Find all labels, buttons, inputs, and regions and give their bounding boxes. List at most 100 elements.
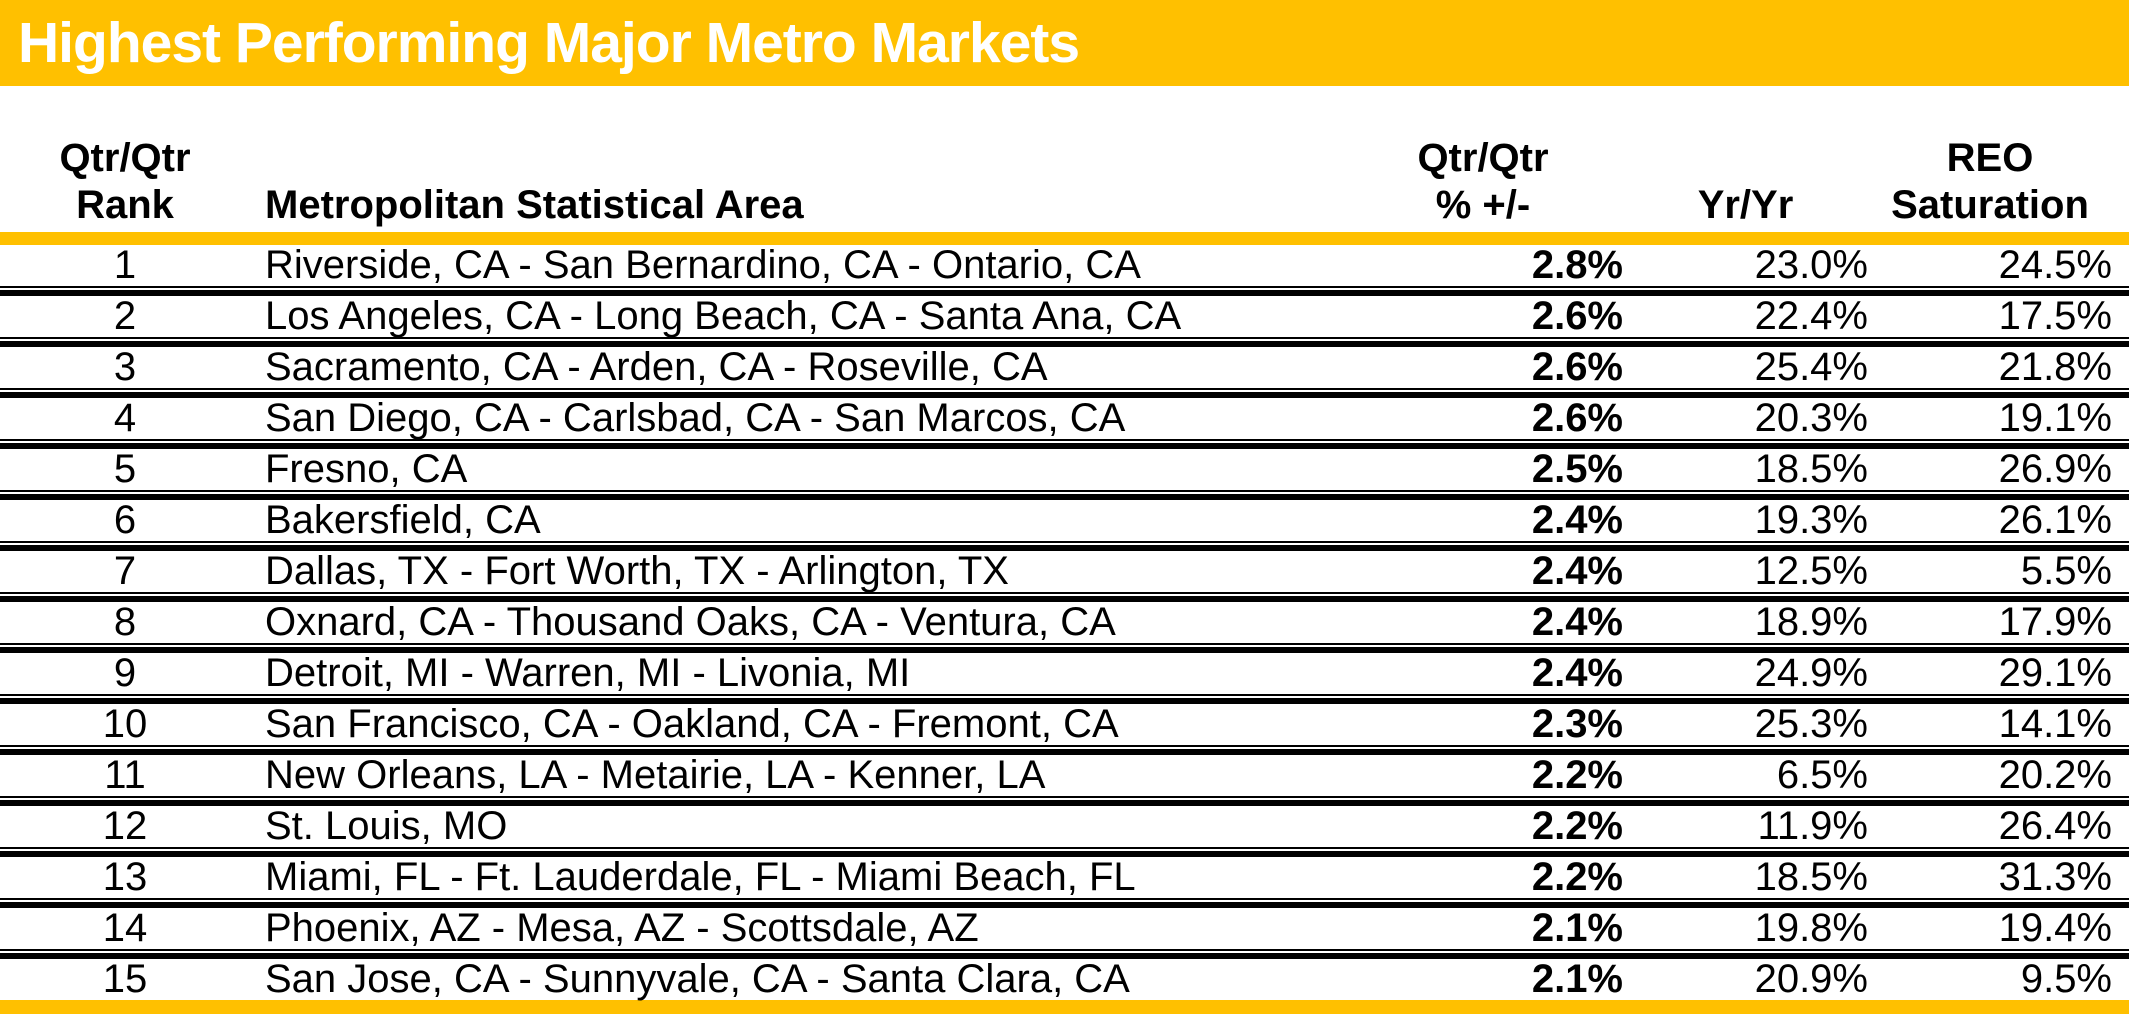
cell-msa: Detroit, MI - Warren, MI - Livonia, MI [265, 651, 911, 695]
table-bottom-bar [0, 1000, 2129, 1014]
column-header-reo-saturation: REO Saturation [1891, 136, 2089, 227]
cell-reo: 26.1% [1998, 498, 2112, 542]
cell-qtr: 2.6% [1531, 345, 1623, 389]
row-separator [0, 286, 2129, 296]
cell-msa: Oxnard, CA - Thousand Oaks, CA - Ventura… [265, 600, 1116, 644]
table-row: 15 San Jose, CA - Sunnyvale, CA - Santa … [0, 959, 2129, 1000]
column-header-msa: Metropolitan Statistical Area [265, 183, 804, 227]
cell-msa: Miami, FL - Ft. Lauderdale, FL - Miami B… [265, 855, 1136, 899]
cell-yr: 6.5% [1776, 753, 1868, 797]
cell-rank: 3 [113, 345, 137, 389]
table-row: 14 Phoenix, AZ - Mesa, AZ - Scottsdale, … [0, 908, 2129, 949]
row-separator [0, 337, 2129, 347]
cell-msa: Sacramento, CA - Arden, CA - Roseville, … [265, 345, 1048, 389]
cell-yr: 20.3% [1754, 396, 1868, 440]
cell-reo: 9.5% [2020, 957, 2112, 1001]
cell-qtr: 2.6% [1531, 396, 1623, 440]
table-row: 2 Los Angeles, CA - Long Beach, CA - San… [0, 296, 2129, 337]
cell-qtr: 2.4% [1531, 498, 1623, 542]
cell-msa: St. Louis, MO [265, 804, 508, 848]
cell-reo: 21.8% [1998, 345, 2112, 389]
row-separator [0, 388, 2129, 398]
table-row: 4 San Diego, CA - Carlsbad, CA - San Mar… [0, 398, 2129, 439]
header-divider-bar [0, 232, 2129, 245]
row-separator [0, 694, 2129, 704]
cell-msa: Phoenix, AZ - Mesa, AZ - Scottsdale, AZ [265, 906, 979, 950]
cell-rank: 9 [113, 651, 137, 695]
cell-rank: 6 [113, 498, 137, 542]
cell-reo: 20.2% [1998, 753, 2112, 797]
cell-reo: 26.9% [1998, 447, 2112, 491]
cell-qtr: 2.1% [1531, 906, 1623, 950]
row-separator [0, 745, 2129, 755]
table-row: 7 Dallas, TX - Fort Worth, TX - Arlingto… [0, 551, 2129, 592]
cell-reo: 14.1% [1998, 702, 2112, 746]
table-row: 8 Oxnard, CA - Thousand Oaks, CA - Ventu… [0, 602, 2129, 643]
cell-reo: 26.4% [1998, 804, 2112, 848]
cell-qtr: 2.2% [1531, 804, 1623, 848]
cell-rank: 4 [113, 396, 137, 440]
cell-rank: 10 [102, 702, 148, 746]
cell-yr: 24.9% [1754, 651, 1868, 695]
row-separator [0, 592, 2129, 602]
cell-rank: 5 [113, 447, 137, 491]
cell-qtr: 2.2% [1531, 855, 1623, 899]
cell-reo: 17.9% [1998, 600, 2112, 644]
cell-yr: 23.0% [1754, 243, 1868, 287]
cell-yr: 18.5% [1754, 447, 1868, 491]
cell-yr: 19.3% [1754, 498, 1868, 542]
cell-rank: 8 [113, 600, 137, 644]
table-body: 1 Riverside, CA - San Bernardino, CA - O… [0, 245, 2129, 1000]
cell-yr: 25.3% [1754, 702, 1868, 746]
cell-yr: 18.9% [1754, 600, 1868, 644]
table-row: 12 St. Louis, MO 2.2% 11.9% 26.4% [0, 806, 2129, 847]
cell-rank: 11 [104, 753, 146, 797]
table-row: 10 San Francisco, CA - Oakland, CA - Fre… [0, 704, 2129, 745]
cell-reo: 19.4% [1998, 906, 2112, 950]
table-row: 5 Fresno, CA 2.5% 18.5% 26.9% [0, 449, 2129, 490]
cell-qtr: 2.8% [1531, 243, 1623, 287]
cell-reo: 19.1% [1998, 396, 2112, 440]
table-header-row: Qtr/Qtr Rank Metropolitan Statistical Ar… [0, 86, 2129, 232]
cell-qtr: 2.1% [1531, 957, 1623, 1001]
cell-rank: 12 [102, 804, 148, 848]
column-header-yr-change: Yr/Yr [1697, 183, 1794, 227]
row-separator [0, 898, 2129, 908]
cell-yr: 25.4% [1754, 345, 1868, 389]
cell-qtr: 2.4% [1531, 651, 1623, 695]
cell-reo: 5.5% [2020, 549, 2112, 593]
cell-rank: 15 [102, 957, 148, 1001]
row-separator [0, 643, 2129, 653]
row-separator [0, 541, 2129, 551]
cell-qtr: 2.4% [1531, 600, 1623, 644]
cell-yr: 12.5% [1754, 549, 1868, 593]
table-row: 11 New Orleans, LA - Metairie, LA - Kenn… [0, 755, 2129, 796]
cell-rank: 13 [102, 855, 148, 899]
cell-msa: San Jose, CA - Sunnyvale, CA - Santa Cla… [265, 957, 1130, 1001]
cell-msa: Riverside, CA - San Bernardino, CA - Ont… [265, 243, 1141, 287]
row-separator [0, 949, 2129, 959]
cell-qtr: 2.4% [1531, 549, 1623, 593]
cell-qtr: 2.2% [1531, 753, 1623, 797]
cell-qtr: 2.6% [1531, 294, 1623, 338]
table-row: 9 Detroit, MI - Warren, MI - Livonia, MI… [0, 653, 2129, 694]
table-row: 6 Bakersfield, CA 2.4% 19.3% 26.1% [0, 500, 2129, 541]
cell-rank: 7 [113, 549, 137, 593]
cell-msa: Fresno, CA [265, 447, 468, 491]
cell-yr: 22.4% [1754, 294, 1868, 338]
cell-msa: San Francisco, CA - Oakland, CA - Fremon… [265, 702, 1119, 746]
row-separator [0, 439, 2129, 449]
cell-rank: 2 [113, 294, 137, 338]
cell-yr: 20.9% [1754, 957, 1868, 1001]
cell-reo: 17.5% [1998, 294, 2112, 338]
cell-msa: Dallas, TX - Fort Worth, TX - Arlington,… [265, 549, 1009, 593]
cell-msa: New Orleans, LA - Metairie, LA - Kenner,… [265, 753, 1046, 797]
table-row: 3 Sacramento, CA - Arden, CA - Roseville… [0, 347, 2129, 388]
cell-yr: 18.5% [1754, 855, 1868, 899]
column-header-rank: Qtr/Qtr Rank [59, 136, 191, 227]
cell-reo: 31.3% [1998, 855, 2112, 899]
title-banner: Highest Performing Major Metro Markets [0, 0, 2129, 86]
cell-rank: 14 [102, 906, 148, 950]
cell-reo: 29.1% [1998, 651, 2112, 695]
cell-qtr: 2.5% [1531, 447, 1623, 491]
